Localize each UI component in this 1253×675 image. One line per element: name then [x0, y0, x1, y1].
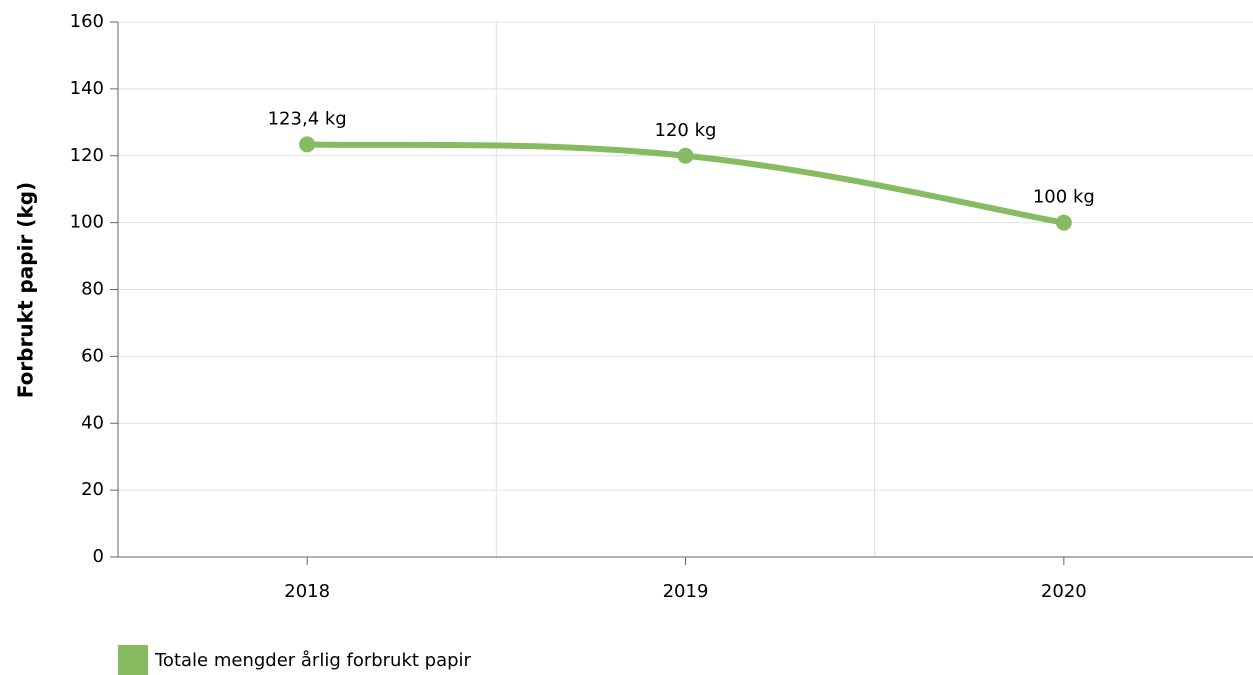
y-tick-label: 0	[93, 546, 104, 567]
y-tick-label: 160	[70, 11, 104, 32]
y-tick-label: 100	[70, 212, 104, 233]
y-axis-label: Forbrukt papir (kg)	[14, 182, 38, 398]
y-tick-label: 120	[70, 145, 104, 166]
y-tick-label: 80	[81, 279, 104, 300]
point	[677, 147, 694, 164]
x-tick-label: 2018	[284, 581, 330, 602]
data-label: 100 kg	[1033, 187, 1095, 208]
y-tick-label: 140	[70, 78, 104, 99]
point	[1055, 214, 1072, 231]
y-tick-label: 20	[81, 479, 104, 500]
point	[299, 136, 316, 153]
y-tick-label: 60	[81, 345, 104, 366]
legend-swatch	[118, 645, 148, 675]
x-tick-label: 2020	[1041, 581, 1087, 602]
legend-label: Totale mengder årlig forbrukt papir	[154, 650, 472, 671]
data-label: 123,4 kg	[268, 108, 347, 129]
y-tick-label: 40	[81, 412, 104, 433]
data-label: 120 kg	[655, 120, 717, 141]
x-tick-label: 2019	[663, 581, 709, 602]
